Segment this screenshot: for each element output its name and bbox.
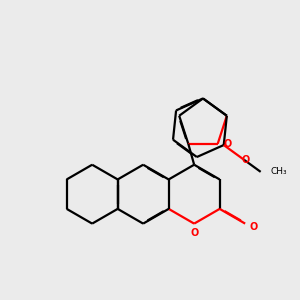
Text: CH₃: CH₃ <box>271 167 288 176</box>
Text: O: O <box>250 222 258 232</box>
Text: O: O <box>190 228 198 238</box>
Text: O: O <box>241 155 250 165</box>
Text: O: O <box>224 139 232 149</box>
